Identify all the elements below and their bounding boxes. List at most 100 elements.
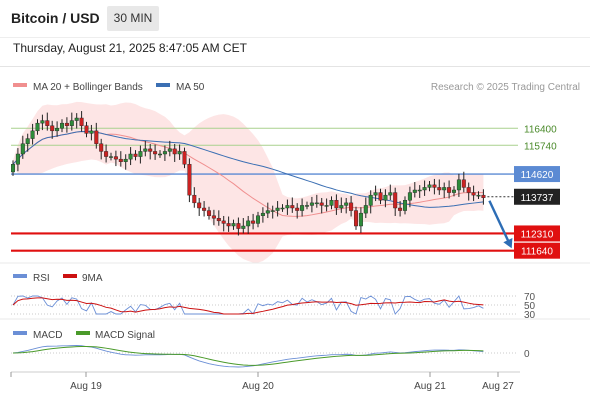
- candle-body: [256, 215, 261, 224]
- current-price-label-bg: [514, 188, 560, 205]
- candle-body: [221, 220, 226, 224]
- resistance-label-bg-114620: [514, 166, 560, 183]
- candle-body: [461, 179, 466, 188]
- candle-body: [398, 207, 403, 211]
- candle-body: [202, 207, 207, 211]
- candle-body: [20, 143, 25, 155]
- candle-body: [270, 210, 275, 212]
- candle-body: [108, 156, 113, 158]
- ma50-legend-label: MA 50: [176, 82, 205, 93]
- candle-body: [113, 156, 118, 160]
- candle-body: [89, 130, 94, 134]
- support-label-112310: 112310: [521, 229, 554, 240]
- candle-body: [138, 151, 143, 157]
- candle-body: [378, 192, 383, 201]
- candle-body: [393, 192, 398, 209]
- macd-line: [12, 344, 484, 368]
- x-tick-label: Aug 21: [414, 381, 446, 392]
- x-tick-label: Aug 20: [242, 381, 274, 392]
- level-labels: 116400 115740 114620 113737 112310 111640: [514, 124, 560, 259]
- candle-body: [153, 151, 158, 155]
- rsi-legend-swatch: [13, 274, 27, 278]
- candle-body: [69, 120, 74, 126]
- candle-body: [79, 117, 84, 126]
- candle-body: [407, 192, 412, 201]
- candle-body: [40, 120, 45, 124]
- candle-body: [447, 187, 452, 193]
- candle-body: [182, 151, 187, 165]
- ma20-legend-label: MA 20 + Bollinger Bands: [33, 82, 143, 93]
- candle-body: [344, 202, 349, 206]
- candle-body: [35, 122, 40, 132]
- timeframe-badge[interactable]: 30 MIN: [107, 6, 159, 31]
- candle-body: [84, 125, 89, 134]
- candle-body: [25, 138, 30, 144]
- candle-body: [358, 212, 363, 227]
- candle-body: [187, 164, 192, 196]
- candle-body: [456, 179, 461, 191]
- ma50-legend-swatch: [156, 83, 170, 87]
- copyright-text: Research © 2025 Trading Central: [431, 82, 580, 93]
- candle-body: [197, 202, 202, 209]
- macd-legend-label: MACD: [33, 330, 62, 341]
- candle-body: [236, 223, 241, 229]
- macd-signal-legend-label: MACD Signal: [95, 330, 155, 341]
- support-label-111640: 111640: [521, 247, 553, 258]
- candle-body: [10, 164, 15, 173]
- candle-body: [94, 130, 99, 144]
- pivot-label-116400: 116400: [524, 124, 557, 135]
- candle-body: [427, 184, 432, 188]
- candle-body: [226, 223, 231, 227]
- candles: [10, 111, 486, 236]
- instrument-title: Bitcoin / USD: [11, 10, 100, 26]
- candle-body: [148, 148, 153, 152]
- candle-body: [157, 153, 162, 156]
- candle-body: [403, 200, 408, 211]
- candle-body: [300, 205, 305, 211]
- candle-body: [309, 202, 314, 206]
- macd-signal-legend-swatch: [76, 331, 90, 335]
- bollinger-bands: [13, 101, 484, 263]
- candle-body: [99, 143, 104, 152]
- candle-body: [417, 189, 422, 192]
- candle-body: [241, 225, 246, 229]
- header-bar: Bitcoin / USD 30 MIN: [0, 0, 590, 37]
- candle-body: [128, 153, 133, 160]
- candle-body: [167, 148, 172, 152]
- bollinger-band-fill: [13, 101, 484, 263]
- candle-body: [437, 187, 442, 191]
- candle-body: [339, 205, 344, 209]
- candle-body: [260, 212, 265, 216]
- candle-body: [285, 205, 290, 209]
- candle-body: [481, 194, 486, 198]
- ma20-legend-swatch: [13, 83, 27, 87]
- support-label-bg-111640: [514, 242, 560, 259]
- candle-body: [314, 202, 319, 205]
- macd-tick-label: 0: [524, 349, 530, 360]
- candle-body: [442, 187, 447, 191]
- candle-body: [74, 117, 79, 121]
- candle-body: [143, 148, 148, 152]
- candle-body: [123, 158, 128, 162]
- candle-body: [373, 192, 378, 196]
- candle-body: [104, 151, 109, 157]
- candle-body: [324, 205, 329, 207]
- macd-panel: 0: [11, 344, 530, 368]
- candle-body: [368, 194, 373, 206]
- price-levels: [11, 127, 518, 252]
- candle-body: [295, 207, 300, 211]
- candle-body: [334, 200, 339, 209]
- candle-body: [15, 153, 20, 165]
- candle-body: [280, 207, 285, 210]
- projection-arrow-line: [488, 200, 512, 246]
- projection-arrow-head: [503, 238, 513, 249]
- x-tick-label: Aug 27: [482, 381, 514, 392]
- candle-body: [466, 187, 471, 193]
- candle-body: [388, 192, 393, 196]
- support-label-bg-112310: [514, 225, 560, 242]
- rsi-ma-legend-swatch: [63, 274, 77, 278]
- resistance-label-114620: 114620: [521, 170, 554, 181]
- candle-body: [64, 122, 69, 126]
- candle-body: [422, 187, 427, 191]
